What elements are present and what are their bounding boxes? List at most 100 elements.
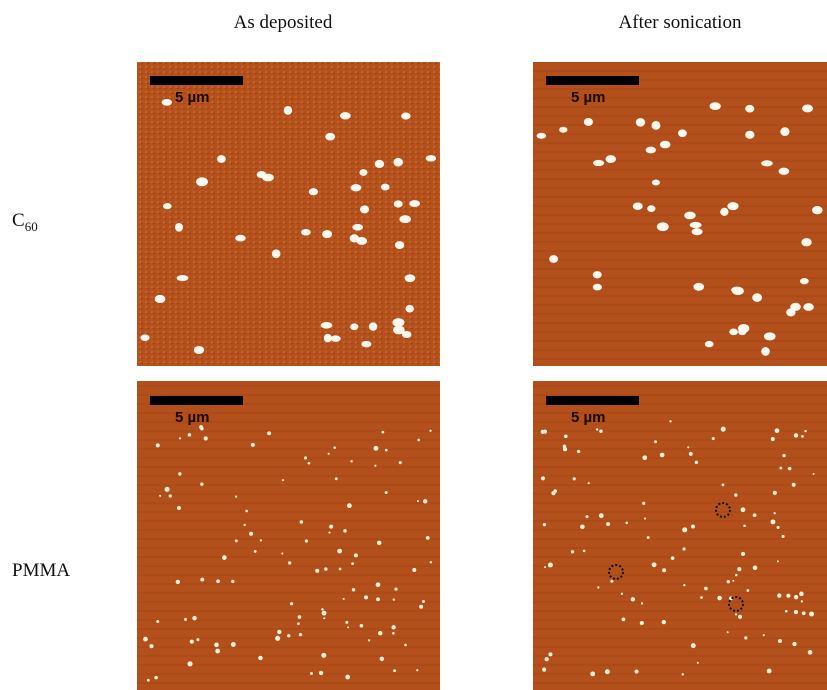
particle	[381, 184, 390, 191]
particle	[222, 555, 227, 560]
particle	[563, 445, 566, 448]
particle	[712, 437, 715, 440]
particle	[689, 452, 693, 456]
particle	[786, 308, 795, 316]
particle	[543, 523, 546, 526]
particle	[417, 500, 419, 502]
particle	[542, 668, 546, 672]
particle	[352, 224, 363, 231]
particle	[657, 222, 669, 231]
particle	[177, 506, 181, 510]
particle	[764, 332, 776, 340]
particle	[743, 524, 746, 527]
particle	[545, 657, 549, 661]
particle	[360, 205, 369, 213]
particle	[729, 329, 738, 336]
particle	[633, 202, 643, 209]
particle	[773, 491, 777, 495]
particle	[682, 527, 687, 532]
particle	[235, 235, 245, 242]
particle	[802, 105, 813, 113]
particle	[377, 541, 382, 546]
particle	[541, 476, 545, 480]
particle	[176, 580, 180, 584]
particle	[741, 552, 745, 556]
particle	[319, 671, 323, 675]
particle	[809, 611, 814, 616]
particle	[187, 661, 192, 666]
particle	[401, 113, 410, 120]
particle	[298, 615, 302, 619]
particle	[394, 200, 403, 207]
particle	[642, 455, 647, 460]
particle	[779, 168, 790, 175]
particle	[325, 133, 335, 141]
particle	[584, 118, 593, 126]
particle	[792, 483, 796, 487]
particle	[165, 487, 170, 492]
particle	[548, 562, 553, 567]
particle	[691, 643, 696, 648]
particle	[300, 520, 304, 524]
particle	[345, 621, 348, 624]
particle	[776, 526, 779, 529]
particle	[786, 594, 790, 598]
particle	[597, 586, 599, 588]
particle	[651, 121, 660, 130]
particle	[328, 532, 330, 534]
particle	[347, 626, 349, 628]
scale-bar-label: 5 µm	[175, 89, 210, 106]
particle	[309, 188, 318, 195]
particle	[700, 596, 703, 599]
particle	[744, 636, 747, 639]
particle	[731, 287, 741, 293]
particle	[423, 499, 427, 503]
particle	[695, 461, 698, 464]
particle	[727, 580, 730, 583]
scale-bar-label: 5 µm	[175, 409, 210, 426]
particle	[260, 539, 262, 541]
particle	[803, 303, 814, 311]
particle	[417, 439, 420, 442]
particle	[277, 630, 281, 634]
particle	[599, 513, 604, 518]
particle	[409, 200, 420, 207]
particle	[652, 179, 660, 185]
particle	[231, 642, 236, 647]
particle	[761, 160, 773, 166]
particle	[660, 453, 665, 458]
particle	[391, 625, 395, 629]
particle	[720, 208, 728, 216]
particle	[537, 133, 547, 139]
particle	[548, 652, 552, 656]
particle	[190, 640, 194, 644]
particle	[590, 671, 595, 676]
particle	[177, 275, 189, 281]
particle	[642, 502, 645, 505]
particle	[802, 611, 806, 615]
particle	[808, 650, 813, 655]
afm-image	[137, 381, 440, 690]
particle	[345, 675, 350, 680]
particle	[717, 596, 722, 601]
particle	[741, 507, 746, 512]
particle	[753, 513, 757, 517]
particle	[792, 642, 796, 646]
particle	[356, 237, 367, 245]
particle	[746, 589, 749, 592]
particle	[782, 535, 785, 538]
particle	[687, 446, 689, 448]
particle	[321, 608, 324, 611]
particle	[610, 580, 613, 583]
particle	[732, 580, 734, 582]
particle	[662, 568, 666, 572]
particle	[350, 184, 361, 191]
particle	[301, 229, 311, 236]
particle	[622, 617, 626, 621]
particle	[299, 633, 302, 636]
particle	[599, 429, 602, 432]
particle	[156, 443, 160, 447]
particle	[691, 525, 695, 529]
particle	[188, 433, 192, 437]
particle	[231, 580, 234, 583]
